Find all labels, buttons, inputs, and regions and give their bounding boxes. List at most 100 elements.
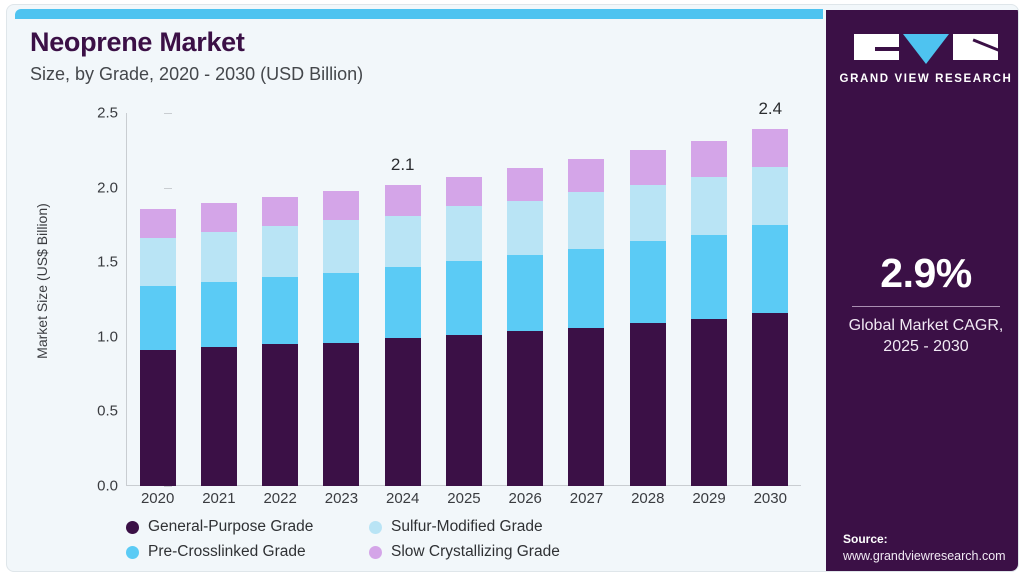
- stacked-bar[interactable]: 2.4: [752, 99, 789, 486]
- stacked-bar[interactable]: [262, 196, 299, 486]
- bar-segment[interactable]: [384, 215, 421, 267]
- bar-segment[interactable]: [445, 335, 482, 486]
- bar-slot: [433, 113, 494, 486]
- y-axis-tick-mark: [164, 113, 172, 114]
- cagr-caption: Global Market CAGR, 2025 - 2030: [826, 315, 1018, 357]
- bar-segment[interactable]: [323, 190, 360, 221]
- bar-segment[interactable]: [384, 266, 421, 339]
- bar-segment[interactable]: [200, 347, 237, 486]
- x-axis-tick-label: 2027: [569, 490, 604, 507]
- chart-card: Neoprene Market Size, by Grade, 2020 - 2…: [6, 4, 1019, 572]
- cagr-divider: [852, 306, 1000, 307]
- y-axis-tick-label: 2.0: [97, 179, 118, 197]
- bar-value-label: 2.1: [390, 154, 415, 174]
- bar-segment[interactable]: [262, 344, 299, 486]
- bar-segment[interactable]: [507, 330, 544, 486]
- bar-slot: [250, 113, 311, 486]
- y-axis-tick-label: 0.5: [97, 402, 118, 420]
- bar-segment[interactable]: [629, 323, 666, 486]
- bar-segment[interactable]: [445, 260, 482, 336]
- bar-slot: 2.4: [740, 99, 801, 486]
- bar-segment[interactable]: [200, 281, 237, 348]
- x-axis-tick-label: 2022: [263, 490, 297, 507]
- bar-segment[interactable]: [139, 350, 176, 486]
- stacked-bar[interactable]: [139, 208, 176, 486]
- bar-segment[interactable]: [384, 184, 421, 216]
- bar-segment[interactable]: [139, 286, 176, 351]
- legend-label: Pre-Crosslinked Grade: [148, 543, 306, 560]
- x-axis-tick-label: 2024: [386, 490, 420, 507]
- x-axis-tick-label: 2021: [202, 490, 236, 507]
- bar-segment[interactable]: [629, 241, 666, 324]
- bar-segment[interactable]: [629, 150, 666, 185]
- legend-label: Slow Crystallizing Grade: [391, 543, 560, 560]
- legend-item[interactable]: Sulfur-Modified Grade: [369, 518, 816, 536]
- source-label: Source:: [843, 532, 888, 546]
- bar-segment[interactable]: [629, 184, 666, 242]
- stacked-bar[interactable]: [445, 177, 482, 486]
- bar-segment[interactable]: [262, 196, 299, 227]
- bar-segment[interactable]: [691, 235, 728, 319]
- bar-segment[interactable]: [323, 220, 360, 273]
- bar-segment[interactable]: [507, 168, 544, 202]
- y-axis-line: [126, 113, 127, 486]
- legend-item[interactable]: Pre-Crosslinked Grade: [126, 543, 369, 561]
- bar-segment[interactable]: [445, 177, 482, 206]
- x-axis-tick-label: 2023: [324, 490, 359, 507]
- legend-item[interactable]: Slow Crystallizing Grade: [369, 543, 816, 561]
- bar-slot: [556, 113, 617, 486]
- source-url[interactable]: www.grandviewresearch.com: [843, 549, 1006, 563]
- legend-item[interactable]: General-Purpose Grade: [126, 518, 369, 536]
- bar-segment[interactable]: [323, 342, 360, 486]
- legend-label: General-Purpose Grade: [148, 518, 314, 535]
- x-axis-tick-label: 2030: [753, 490, 787, 507]
- accent-bar: [15, 9, 823, 19]
- bar-segment[interactable]: [262, 277, 299, 345]
- bar-segment[interactable]: [568, 248, 605, 328]
- bar-segment[interactable]: [262, 226, 299, 278]
- cagr-caption-line1: Global Market CAGR,: [848, 317, 1004, 334]
- x-axis-ticks: 2020 2021 2022 2023 2024 2025 2026 2027 2028 2029…: [127, 490, 801, 507]
- legend-color-dot: [369, 520, 382, 534]
- bar-segment[interactable]: [445, 205, 482, 261]
- bar-segment[interactable]: [691, 318, 728, 486]
- y-axis-tick-label: 1.0: [97, 328, 118, 346]
- stacked-bar[interactable]: [691, 141, 728, 486]
- chart-legend: General-Purpose Grade Sulfur-Modified Gra…: [126, 518, 816, 561]
- legend-color-dot: [126, 545, 139, 559]
- bar-segment[interactable]: [507, 254, 544, 331]
- bar-segment[interactable]: [200, 232, 237, 282]
- bar-segment[interactable]: [568, 192, 605, 249]
- bar-segment[interactable]: [568, 327, 605, 486]
- bar-segment[interactable]: [507, 201, 544, 255]
- bar-segment[interactable]: [691, 177, 728, 236]
- logo-v-triangle-icon: [903, 34, 949, 64]
- bar-segment[interactable]: [752, 224, 789, 313]
- bar-segment[interactable]: [752, 129, 789, 167]
- bar-segment[interactable]: [691, 141, 728, 178]
- bar-segment[interactable]: [384, 338, 421, 486]
- cagr-block: 2.9% Global Market CAGR, 2025 - 2030: [826, 250, 1018, 357]
- y-axis-ticks: 0.0 0.5 1.0 1.5 2.0 2.5: [60, 105, 172, 495]
- page-subtitle: Size, by Grade, 2020 - 2030 (USD Billion…: [30, 64, 364, 84]
- bar-segment[interactable]: [752, 166, 789, 225]
- bar-segment[interactable]: [200, 202, 237, 233]
- logo-marks: [826, 34, 1018, 64]
- y-axis-tick-mark: [164, 187, 172, 189]
- bar-segment[interactable]: [752, 312, 789, 486]
- legend-color-dot: [126, 520, 139, 534]
- stacked-bar[interactable]: [629, 150, 666, 486]
- bar-value-label: 2.4: [758, 99, 783, 119]
- bar-slot: [127, 113, 188, 486]
- bar-segment[interactable]: [139, 238, 176, 287]
- bar-segment[interactable]: [568, 159, 605, 193]
- bar-segment[interactable]: [323, 272, 360, 343]
- stacked-bar[interactable]: [568, 159, 605, 486]
- stacked-bar[interactable]: [323, 190, 360, 486]
- bar-segment[interactable]: [139, 208, 176, 239]
- stacked-bar[interactable]: [200, 202, 237, 486]
- stacked-bar[interactable]: [507, 168, 544, 486]
- legend-color-dot: [369, 545, 382, 559]
- stacked-bar[interactable]: 2.1: [384, 155, 421, 486]
